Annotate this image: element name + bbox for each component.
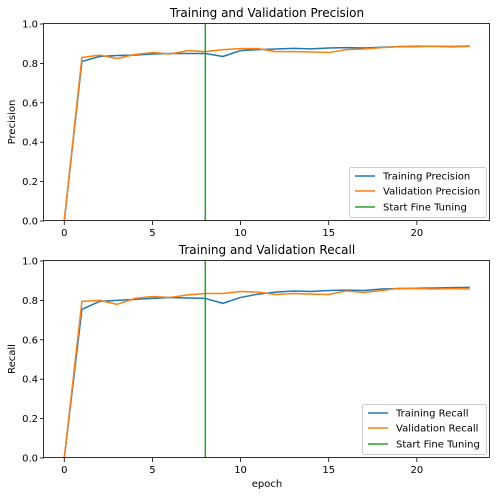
- recall-x-tick-label: 20: [410, 465, 423, 476]
- legend-label-start-fine-tuning: Start Fine Tuning: [383, 203, 467, 214]
- recall-panel: Training and Validation Recall Recall ep…: [7, 243, 490, 490]
- precision-x-tick-label: 0: [61, 228, 67, 239]
- recall-y-tick-label: 0.4: [22, 375, 38, 386]
- legend-label-training-recall: Training Recall: [395, 409, 468, 420]
- recall-axes-frame: [43, 260, 490, 458]
- precision-panel: Training and Validation Precision Precis…: [7, 6, 490, 239]
- legend-label-training-precision: Training Precision: [382, 172, 470, 183]
- legend-label-validation-precision: Validation Precision: [383, 187, 480, 198]
- recall-x-tick-label: 10: [234, 465, 247, 476]
- recall-y-tick-label: 0.0: [22, 454, 38, 465]
- precision-legend: Training Precision Validation Precision …: [349, 167, 487, 218]
- precision-y-axis-label: Precision: [7, 100, 18, 145]
- recall-legend: Training Recall Validation Recall Start …: [362, 404, 487, 455]
- precision-chart-title: Training and Validation Precision: [169, 6, 364, 20]
- precision-y-tick-label: 0.6: [22, 98, 38, 109]
- precision-y-tick-label: 0.8: [22, 59, 38, 70]
- precision-x-tick-label: 20: [410, 228, 423, 239]
- recall-y-tick-label: 0.8: [22, 296, 38, 307]
- precision-plot-area: 0 5 10 15 20 0.0 0.2 0.4 0.6 0.8 1.0: [22, 20, 470, 239]
- recall-x-tick-label: 5: [149, 465, 155, 476]
- precision-series-line-validation: [63, 45, 470, 222]
- recall-legend-box: [362, 404, 487, 455]
- recall-x-axis-label: epoch: [252, 479, 282, 490]
- precision-x-tick-label: 5: [149, 228, 155, 239]
- legend-label-start-fine-tuning-recall: Start Fine Tuning: [396, 440, 480, 451]
- recall-x-tick-label: 15: [322, 465, 335, 476]
- recall-y-tick-label: 0.2: [22, 414, 38, 425]
- legend-label-validation-recall: Validation Recall: [396, 424, 478, 435]
- precision-x-tick-label: 10: [234, 228, 247, 239]
- recall-chart-title: Training and Validation Recall: [178, 243, 355, 257]
- recall-plot-area: 0 5 10 15 20 0.0 0.2 0.4 0.6 0.8 1.0: [22, 257, 470, 476]
- recall-x-tick-label: 0: [61, 465, 67, 476]
- precision-legend-box: [349, 167, 487, 218]
- precision-y-tick-label: 1.0: [22, 20, 38, 31]
- precision-y-tick-label: 0.2: [22, 177, 38, 188]
- recall-y-tick-label: 0.6: [22, 335, 38, 346]
- precision-y-tick-label: 0.0: [22, 217, 38, 228]
- precision-x-tick-label: 15: [322, 228, 335, 239]
- recall-series-line-validation: [63, 287, 470, 459]
- recall-y-axis-label: Recall: [7, 344, 18, 374]
- recall-y-tick-label: 1.0: [22, 257, 38, 268]
- precision-axes-frame: [43, 23, 490, 221]
- precision-y-tick-label: 0.4: [22, 138, 38, 149]
